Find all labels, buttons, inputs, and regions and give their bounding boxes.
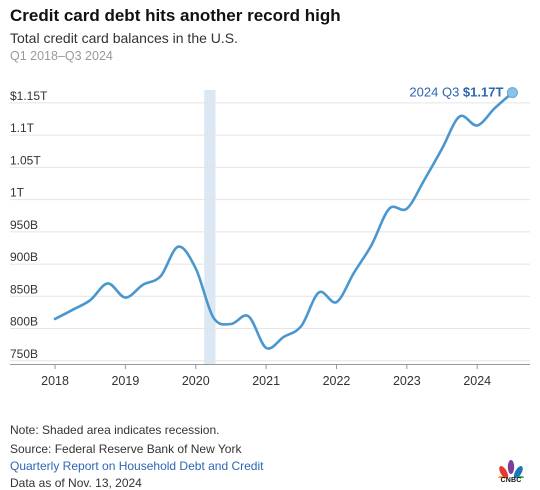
last-value-annotation: 2024 Q3 $1.17T [409, 85, 503, 100]
cnbc-logo: CNBC [494, 458, 528, 486]
logo-text: CNBC [500, 477, 522, 484]
x-tick-label: 2023 [393, 374, 421, 388]
x-tick-label: 2018 [41, 374, 69, 388]
y-tick-label: 850B [10, 282, 38, 296]
series-line [53, 91, 514, 350]
y-tick-label: 950B [10, 218, 38, 232]
y-tick-label: 1.1T [10, 121, 35, 135]
y-tick-label: 800B [10, 315, 38, 329]
y-tick-label: 1T [10, 186, 25, 200]
data-as-of: Data as of Nov. 13, 2024 [10, 476, 142, 490]
chart-subtitle: Total credit card balances in the U.S. [10, 30, 239, 46]
date-range: Q1 2018–Q3 2024 [10, 49, 113, 63]
line-chart: 750B 800B 850B 900B 950B 1T 1.05T 1.1T $1.15T 201… [10, 85, 530, 388]
chart-title: Credit card debt hits another record hig… [10, 6, 341, 25]
y-tick-label: 900B [10, 250, 38, 264]
recession-note: Note: Shaded area indicates recession. [10, 423, 220, 437]
y-tick-label: $1.15T [10, 89, 48, 103]
x-tick-label: 2021 [252, 374, 280, 388]
last-point-marker [506, 87, 518, 99]
annotation-value: $1.17T [463, 85, 504, 100]
y-tick-label: 750B [10, 347, 38, 361]
x-tick-label: 2022 [323, 374, 351, 388]
recession-band [204, 90, 216, 364]
report-link[interactable]: Quarterly Report on Household Debt and C… [10, 459, 264, 473]
peacock-icon [498, 460, 524, 485]
x-tick-label: 2020 [182, 374, 210, 388]
x-tick-label: 2024 [463, 374, 491, 388]
y-tick-label: 1.05T [10, 153, 41, 167]
source-text: Source: Federal Reserve Bank of New York [10, 442, 242, 456]
x-tick-label: 2019 [111, 374, 139, 388]
annotation-label: 2024 Q3 [409, 85, 463, 100]
